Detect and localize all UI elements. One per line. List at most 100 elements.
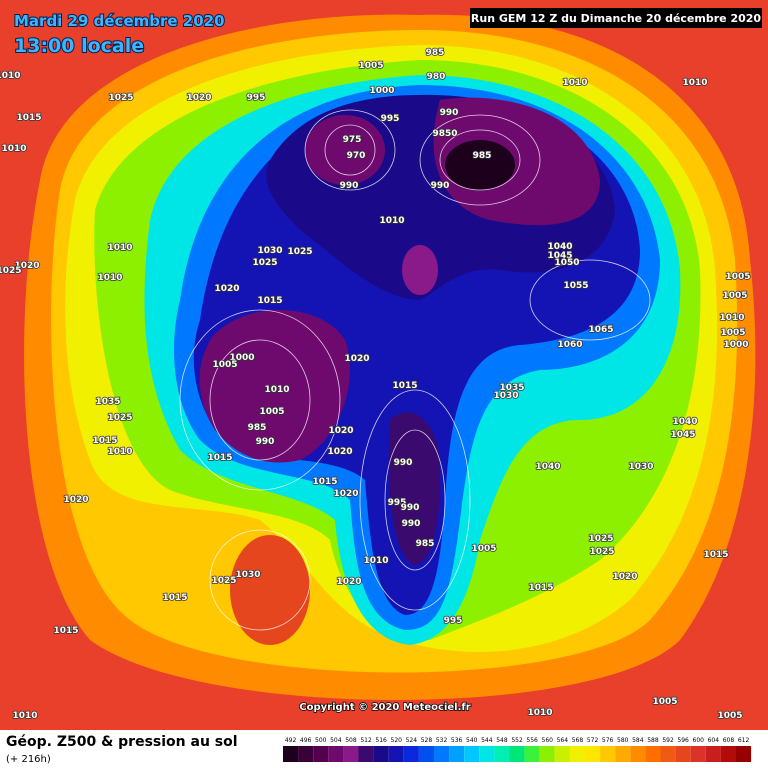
isobar-label: 1025	[211, 576, 236, 586]
legend-value: 496	[300, 737, 312, 744]
run-info: Run GEM 12 Z du Dimanche 20 décembre 202…	[471, 12, 761, 25]
legend-swatch	[645, 746, 661, 762]
legend-swatch	[313, 746, 329, 762]
isobar-label: 1010	[0, 71, 21, 81]
isobar-label: 1010	[1, 144, 26, 154]
isobar-label: 1010	[107, 243, 132, 253]
isobar-label: 1025	[0, 266, 22, 276]
legend-value: 520	[391, 737, 403, 744]
isobar-label: 1020	[63, 495, 88, 505]
isobar-label: 1020	[14, 261, 39, 271]
isobar-label: 980	[427, 72, 446, 82]
legend-swatch	[630, 746, 646, 762]
isobar-label: 1035	[499, 383, 524, 393]
isobar-label: 1030	[628, 462, 653, 472]
isobar-label: 990	[256, 437, 275, 447]
legend-swatch	[615, 746, 631, 762]
legend-value: 528	[421, 737, 433, 744]
legend-swatch	[403, 746, 419, 762]
isobar-label: 1010	[363, 556, 388, 566]
isobar-label: 1020	[327, 447, 352, 457]
legend-value: 516	[375, 737, 387, 744]
height-field	[24, 14, 756, 701]
isobar-label: 1010	[527, 708, 552, 718]
isobar-label: 1000	[723, 340, 748, 350]
isobar-label: 1065	[588, 325, 613, 335]
legend-swatch	[449, 746, 465, 762]
isobar-label: 1015	[703, 550, 728, 560]
legend-swatch	[690, 746, 706, 762]
legend-value: 596	[677, 737, 689, 744]
isobar-label: 1045	[547, 251, 572, 261]
legend-swatch	[600, 746, 616, 762]
isobar-label: 1005	[717, 711, 742, 721]
isobar-label: 1005	[720, 328, 745, 338]
legend-swatch	[343, 746, 359, 762]
isobar-label: 1000	[229, 353, 254, 363]
legend-value: 568	[572, 737, 584, 744]
legend-swatch	[736, 746, 752, 762]
legend-value: 600	[693, 737, 705, 744]
legend-swatch	[358, 746, 374, 762]
isobar-label: 9850	[432, 129, 457, 139]
legend-value: 536	[451, 737, 463, 744]
legend-swatch	[539, 746, 555, 762]
legend-value: 608	[723, 737, 735, 744]
isobar-label: 990	[402, 519, 421, 529]
legend-swatch	[434, 746, 450, 762]
legend-value: 612	[738, 737, 750, 744]
isobar-label: 985	[416, 539, 435, 549]
legend-value: 540	[466, 737, 478, 744]
isobar-label: 1010	[682, 78, 707, 88]
isobar-label: 1030	[235, 570, 260, 580]
isobar-label: 1005	[212, 360, 237, 370]
legend-swatch	[524, 746, 540, 762]
isobars	[179, 109, 651, 631]
isobar-label: 1005	[471, 544, 496, 554]
isobar-label: 985	[473, 151, 492, 161]
isobar-label: 1005	[725, 272, 750, 282]
legend-swatch	[705, 746, 721, 762]
isobar-label: 1020	[333, 489, 358, 499]
isobar-label: 995	[444, 616, 463, 626]
isobar-label: 990	[440, 108, 459, 118]
legend-swatch	[569, 746, 585, 762]
isobar-label: 1050	[554, 258, 579, 268]
isobar-label: 1030	[493, 391, 518, 401]
isobar-label: 995	[388, 498, 407, 508]
isobar-label: 1010	[719, 313, 744, 323]
forecast-time: 13:00 locale	[14, 35, 144, 57]
isobar-label: 1015	[392, 381, 417, 391]
isobar-label: 1020	[328, 426, 353, 436]
legend-value: 508	[345, 737, 357, 744]
legend-swatch	[373, 746, 389, 762]
isobar-label: 975	[343, 135, 362, 145]
isobar-label: 1020	[214, 284, 239, 294]
isobar-label: 1030	[257, 246, 282, 256]
forecast-date: Mardi 29 décembre 2020	[14, 12, 225, 30]
copyright: Copyright © 2020 Meteociel.fr	[299, 702, 470, 713]
legend-value: 504	[330, 737, 342, 744]
legend-value: 588	[647, 737, 659, 744]
legend-value: 512	[360, 737, 372, 744]
isobar-label: 985	[248, 423, 267, 433]
isobar-label: 1025	[252, 258, 277, 268]
isobar-label: 1005	[358, 61, 383, 71]
legend-swatch	[720, 746, 736, 762]
isobar-label: 1010	[107, 447, 132, 457]
legend-swatch	[675, 746, 691, 762]
legend-value: 500	[315, 737, 327, 744]
isobar-label: 985	[426, 48, 445, 58]
isobar-label: 1005	[259, 407, 284, 417]
legend-swatch	[283, 746, 299, 762]
legend-value: 560	[542, 737, 554, 744]
legend-swatch	[554, 746, 570, 762]
isobar-labels: 1010101010251020101599510051000985980995…	[0, 47, 751, 722]
isobar-label: 990	[340, 181, 359, 191]
isobar-label: 970	[347, 151, 366, 161]
isobar-label: 1010	[379, 216, 404, 226]
legend-swatch	[660, 746, 676, 762]
isobar-label: 1025	[107, 413, 132, 423]
legend-swatch	[464, 746, 480, 762]
